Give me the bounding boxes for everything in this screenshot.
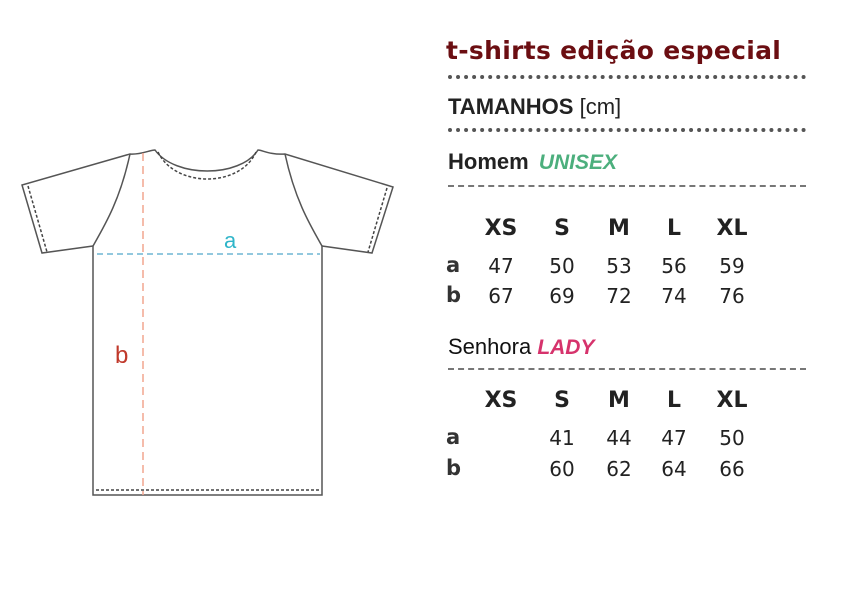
table-cell: 64 [661, 457, 687, 481]
table-cell: 50 [549, 254, 575, 278]
lady-tag: LADY [537, 336, 595, 359]
table-cell: 56 [661, 254, 687, 278]
women-heading: Senhora LADY [448, 334, 594, 360]
sizes-heading: TAMANHOS [cm] [448, 94, 621, 120]
row-label: b [446, 283, 462, 307]
table-cell: 74 [661, 284, 687, 308]
table-cell: 50 [719, 426, 745, 450]
label-b: b [115, 342, 129, 369]
divider [448, 368, 806, 370]
table-cell: 47 [661, 426, 687, 450]
men-heading: Homem UNISEX [448, 149, 617, 175]
column-header: S [554, 216, 570, 241]
column-header: XS [484, 216, 518, 241]
table-cell: 69 [549, 284, 575, 308]
table-cell: 62 [606, 457, 632, 481]
sizes-label: TAMANHOS [448, 94, 574, 119]
page-title: t-shirts edição especial [446, 36, 782, 65]
table-cell: 44 [606, 426, 632, 450]
tshirt-outline [21, 149, 394, 496]
column-header: M [608, 388, 630, 413]
column-header: M [608, 216, 630, 241]
label-a: a [224, 228, 237, 253]
table-cell: 41 [549, 426, 575, 450]
row-label: a [446, 425, 461, 449]
collar-stitch [157, 151, 257, 180]
column-header: S [554, 388, 570, 413]
men-label: Homem [448, 149, 529, 174]
table-cell: 60 [549, 457, 575, 481]
table-cell: 59 [719, 254, 745, 278]
table-cell: 72 [606, 284, 632, 308]
table-cell: 53 [606, 254, 632, 278]
divider [448, 185, 806, 187]
table-cell: 47 [488, 254, 514, 278]
unit-label: [cm] [579, 94, 622, 119]
table-cell: 76 [719, 284, 745, 308]
women-label: Senhora [448, 334, 532, 359]
row-label: b [446, 456, 462, 480]
unisex-tag: UNISEX [538, 151, 617, 174]
row-label: a [446, 253, 461, 277]
table-cell: 66 [719, 457, 745, 481]
column-header: XL [716, 388, 748, 413]
column-header: L [666, 216, 682, 241]
divider [448, 128, 806, 132]
column-header: XL [716, 216, 748, 241]
divider [448, 75, 806, 79]
column-header: XS [484, 388, 518, 413]
column-header: L [666, 388, 682, 413]
table-cell: 67 [488, 284, 514, 308]
tshirt-diagram [21, 149, 394, 496]
